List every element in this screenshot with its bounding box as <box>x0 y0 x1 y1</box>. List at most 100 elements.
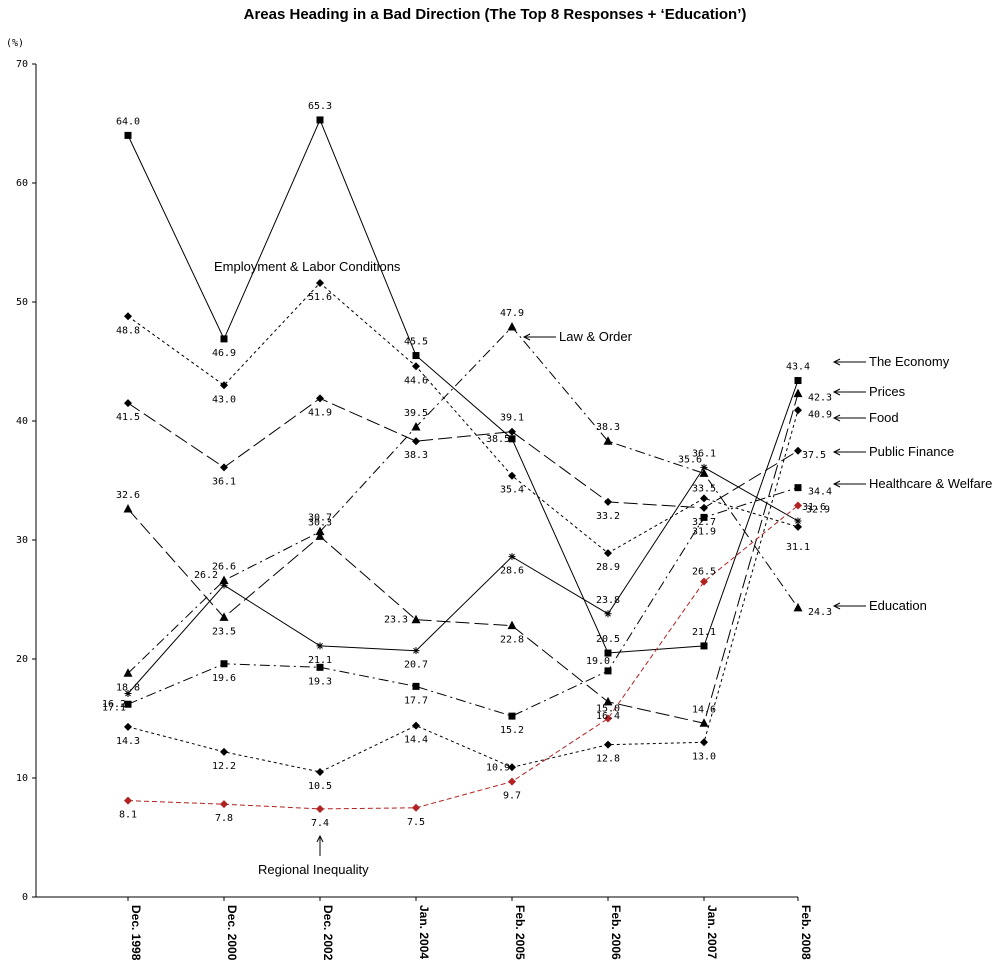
y-tick-label: 0 <box>22 892 28 903</box>
data-label: 33.5 <box>692 483 716 494</box>
triangle-marker <box>411 421 421 431</box>
star-marker <box>412 647 420 655</box>
diamond-marker <box>794 522 802 531</box>
diamond-marker <box>220 800 228 809</box>
diamond-marker <box>124 399 132 408</box>
data-label: 65.3 <box>308 101 332 112</box>
diamond-marker <box>604 714 612 723</box>
diamond-marker <box>700 738 708 747</box>
series-markers <box>123 116 803 813</box>
data-label: 22.8 <box>500 635 524 646</box>
series-line-4 <box>127 326 799 674</box>
data-label: 31.6 <box>802 502 826 513</box>
end-label: Education <box>869 598 927 613</box>
diamond-marker <box>124 312 132 321</box>
data-label: 21.1 <box>308 655 332 666</box>
data-label: 7.4 <box>311 818 329 829</box>
annotations: Employment & Labor Conditions Law & Order… <box>214 259 992 877</box>
diamond-marker <box>124 796 132 805</box>
data-label: 14.4 <box>404 735 428 746</box>
data-label: 30.3 <box>308 517 332 528</box>
data-label: 12.8 <box>596 754 620 765</box>
triangle-marker <box>793 388 803 398</box>
data-label: 48.8 <box>116 325 140 336</box>
chart-title: Areas Heading in a Bad Direction (The To… <box>243 6 747 23</box>
data-label: 14.6 <box>692 704 716 715</box>
y-tick-label: 10 <box>16 773 28 784</box>
data-label: 38.3 <box>404 450 428 461</box>
data-label: 41.9 <box>308 407 332 418</box>
y-tick-label: 70 <box>16 59 28 70</box>
data-label: 20.7 <box>404 660 428 671</box>
data-label: 40.9 <box>808 409 832 420</box>
data-label: 43.0 <box>212 394 236 405</box>
y-tick-label: 40 <box>16 416 28 427</box>
end-label: The Economy <box>869 354 950 369</box>
data-label: 44.6 <box>404 375 428 386</box>
series-line-7 <box>127 487 799 717</box>
data-label: 38.5 <box>486 434 510 445</box>
diamond-marker <box>220 463 228 472</box>
data-label: 41.5 <box>116 412 140 423</box>
y-tick-label: 60 <box>16 178 28 189</box>
data-label: 10.5 <box>308 781 332 792</box>
data-label: 30.7 <box>308 513 332 524</box>
data-label: 7.5 <box>407 817 425 828</box>
square-marker <box>124 131 132 139</box>
square-marker <box>124 700 132 708</box>
diamond-marker <box>794 406 802 415</box>
diamond-marker <box>316 394 324 403</box>
diamond-marker <box>604 497 612 506</box>
star-marker <box>316 642 324 650</box>
data-label: 19.0 <box>586 656 610 667</box>
triangle-marker <box>315 526 325 536</box>
data-label: 19.6 <box>212 673 236 684</box>
triangle-marker <box>123 504 133 513</box>
data-label: 15.0 <box>596 704 620 715</box>
data-label: 32.9 <box>806 504 830 515</box>
y-tick-label: 30 <box>16 535 28 546</box>
star-marker <box>220 581 228 589</box>
square-marker <box>316 116 324 124</box>
series-line-5 <box>127 393 799 724</box>
x-tick-label: Jan. 2007 <box>705 905 719 959</box>
diamond-marker <box>412 721 420 730</box>
diamond-marker <box>700 577 708 586</box>
data-label: 33.2 <box>596 511 620 522</box>
series-line-9 <box>127 505 799 810</box>
x-tick-label: Feb. 2005 <box>513 905 527 960</box>
x-tick-label: Feb. 2006 <box>609 905 623 960</box>
triangle-marker <box>123 668 133 677</box>
data-label: 43.4 <box>786 362 810 373</box>
data-label: 23.8 <box>596 595 620 606</box>
annotation-label: Employment & Labor Conditions <box>214 259 401 274</box>
data-label: 37.5 <box>802 450 826 461</box>
data-label: 42.3 <box>808 393 832 404</box>
square-marker <box>794 484 802 492</box>
end-label: Public Finance <box>869 444 954 459</box>
diamond-marker <box>700 494 708 503</box>
triangle-marker <box>793 602 803 612</box>
square-marker <box>508 712 516 720</box>
data-label: 39.1 <box>500 413 524 424</box>
arrow-head <box>832 448 841 456</box>
y-tick-label: 20 <box>16 654 28 665</box>
triangle-marker <box>219 612 229 621</box>
data-label: 32.6 <box>116 490 140 501</box>
data-label: 64.0 <box>116 116 140 127</box>
data-label: 12.2 <box>212 761 236 772</box>
arrow-head <box>832 602 841 610</box>
data-label: 10.9 <box>486 762 510 773</box>
data-label: 35.6 <box>678 454 702 465</box>
diamond-marker <box>412 437 420 446</box>
data-label: 47.9 <box>500 308 524 319</box>
axes: (%) 0 10 20 30 40 50 60 70 Dec. 1998 Dec. 2000 Dec.… <box>6 38 813 961</box>
star-marker <box>604 610 612 618</box>
data-label: 32.7 <box>692 517 716 528</box>
triangle-marker <box>603 436 613 445</box>
data-label: 28.9 <box>596 562 620 573</box>
annotation-label: Regional Inequality <box>258 862 369 877</box>
diamond-marker <box>508 427 516 436</box>
data-label: 15.2 <box>500 725 524 736</box>
data-label: 17.1 <box>102 703 126 714</box>
